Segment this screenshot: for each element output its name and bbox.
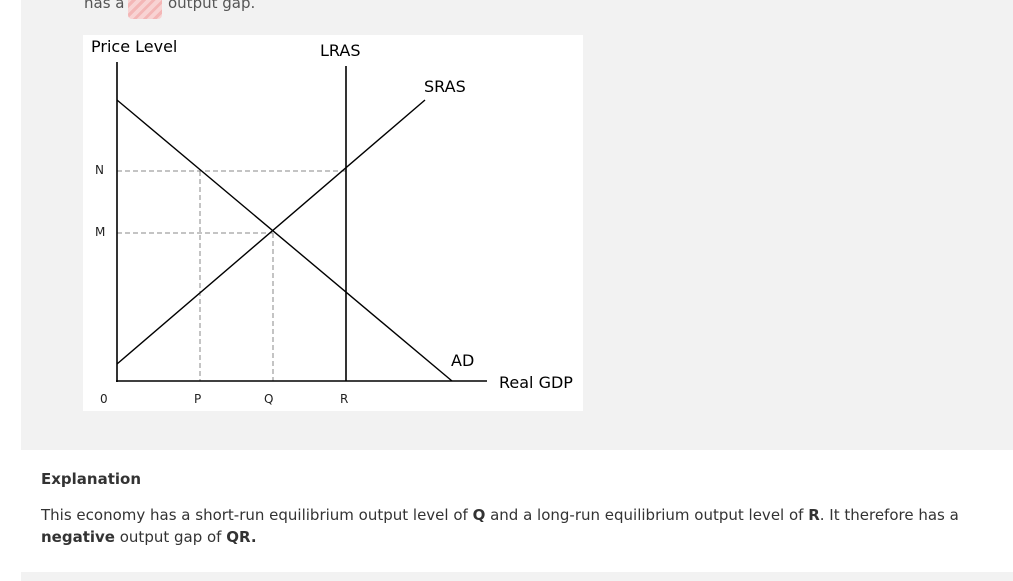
explanation-text-2: and a long-run equilibrium output level …: [485, 506, 809, 524]
x-tick-q: Q: [264, 392, 273, 406]
explanation-bold-qr: QR.: [226, 528, 257, 546]
as-ad-diagram: Price Level Real GDP LRAS SRAS AD N M 0 …: [83, 35, 583, 411]
question-prefix: has a: [84, 0, 125, 12]
question-suffix: output gap.: [168, 0, 256, 12]
lras-label: LRAS: [320, 41, 360, 60]
explanation-heading: Explanation: [41, 470, 142, 488]
answer-drop-slot[interactable]: [128, 0, 162, 19]
x-axis-label: Real GDP: [499, 373, 573, 392]
ad-curve: [116, 99, 453, 382]
explanation-text-3: . It therefore has a: [819, 506, 959, 524]
explanation-bold-q: Q: [472, 506, 486, 524]
ad-label: AD: [451, 351, 474, 370]
diagram-svg: Price Level Real GDP LRAS SRAS AD N M 0 …: [91, 37, 573, 406]
explanation-bold-negative: negative: [41, 528, 115, 546]
x-tick-p: P: [194, 392, 201, 406]
explanation-text-4: output gap of: [114, 528, 227, 546]
explanation-text-1: This economy has a short-run equilibrium…: [41, 506, 473, 524]
next-panel-edge: [21, 572, 1013, 581]
origin-label: 0: [100, 392, 108, 406]
sras-curve: [116, 99, 426, 365]
y-axis-label: Price Level: [91, 37, 177, 56]
explanation-bold-r: R: [808, 506, 820, 524]
x-tick-r: R: [340, 392, 348, 406]
explanation-text: This economy has a short-run equilibrium…: [41, 504, 981, 548]
y-tick-m: M: [95, 225, 105, 239]
explanation-section: Explanation This economy has a short-run…: [41, 470, 981, 548]
sras-label: SRAS: [424, 77, 466, 96]
y-tick-n: N: [95, 163, 104, 177]
